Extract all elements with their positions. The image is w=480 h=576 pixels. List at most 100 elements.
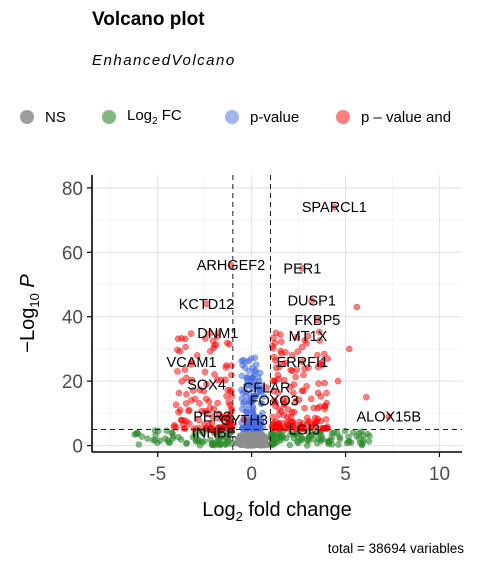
gene-label: LGI3 [289,422,320,438]
data-point [206,404,214,412]
data-point [299,265,306,272]
data-point [201,368,209,376]
data-point [208,413,216,420]
gene-labels: SPARCL1 PER1 ARHGEF2 DUSP1 FKBP5 KCTD12 MT1X DN… [167,200,421,441]
data-point [289,419,297,426]
data-point [256,369,264,377]
data-point [276,405,283,413]
gene-label: ARHGEF2 [197,258,266,274]
gene-label: DNM1 [197,326,238,342]
data-point [317,393,325,400]
data-point [214,399,221,407]
data-point [314,316,321,324]
data-point [240,416,248,424]
x-tick-label: 10 [429,464,450,485]
data-point [319,436,326,443]
y-axis-title: −Log10 P [17,274,42,353]
gene-label: DUSP1 [288,294,336,310]
data-point [287,366,295,374]
data-point [300,371,307,379]
data-point [246,398,253,405]
data-point [188,376,196,384]
data-point [228,371,235,379]
x-tick-label: 0 [246,464,257,485]
data-point [324,355,331,362]
data-point [259,409,266,417]
data-point [222,364,230,371]
data-point [182,400,190,407]
data-point [252,416,260,424]
legend-item-log2fc: Log2 FC [102,104,182,130]
data-point [299,358,306,366]
data-point [195,424,202,432]
data-point [260,393,268,400]
data-point [244,408,251,416]
data-point [321,379,328,387]
data-point [203,300,210,308]
data-point [321,405,328,413]
data-point [133,430,140,438]
chart-title: Volcano plot [92,9,205,30]
data-point [294,348,302,355]
data-point [249,374,256,382]
x-tick-label: 5 [340,464,351,485]
legend-item-ns: NS [20,104,66,130]
gene-label: INHBE [192,426,237,442]
data-point [177,406,184,414]
data-point [268,432,275,440]
gene-label: VCAM1 [167,355,217,371]
data-point [322,416,330,423]
gene-label: PER1 [283,261,321,277]
data-point [182,335,189,343]
legend-label-pvalue-and: p – value and [361,108,452,126]
data-point [308,297,315,304]
data-point [174,368,181,375]
cutoff-lines [92,175,462,452]
x-axis-title: Log2 fold change [202,499,352,524]
data-point [290,381,298,388]
data-point [175,389,183,397]
data-point [252,361,260,368]
data-point [315,380,322,387]
data-point [178,378,186,385]
y-tick-label: 80 [62,179,83,200]
data-point [135,441,143,448]
data-point [298,343,306,351]
data-point [176,347,184,355]
data-point [323,389,330,397]
data-point [301,404,308,412]
legend-label-log2fc: Log2 FC [127,107,182,127]
data-point [182,343,189,351]
data-point [191,395,199,403]
data-point [242,388,250,396]
data-point [276,423,283,431]
legend-item-pvalue-and: p – value and [336,104,451,130]
data-point [385,413,393,420]
data-point [315,328,323,336]
data-point [300,387,307,395]
data-point [313,418,321,425]
data-point [366,432,373,440]
data-point [188,358,195,366]
data-point [296,418,303,426]
y-tick-label: 60 [62,243,83,264]
data-point [292,373,299,381]
data-point [243,374,251,381]
data-point [241,364,249,371]
data-point [169,429,176,437]
data-point [215,410,223,418]
data-point [258,400,265,407]
data-point [305,364,312,371]
data-points [131,203,393,449]
gene-label: SOX4 [187,377,226,393]
data-point [255,377,263,385]
data-point [151,427,159,434]
data-point [256,437,264,444]
data-point [346,345,353,353]
legend-dot-pvalue [225,110,239,124]
legend-label-ns: NS [45,108,66,126]
data-point [200,387,208,395]
data-point [362,393,370,401]
data-point [193,352,201,359]
data-point [186,406,193,414]
